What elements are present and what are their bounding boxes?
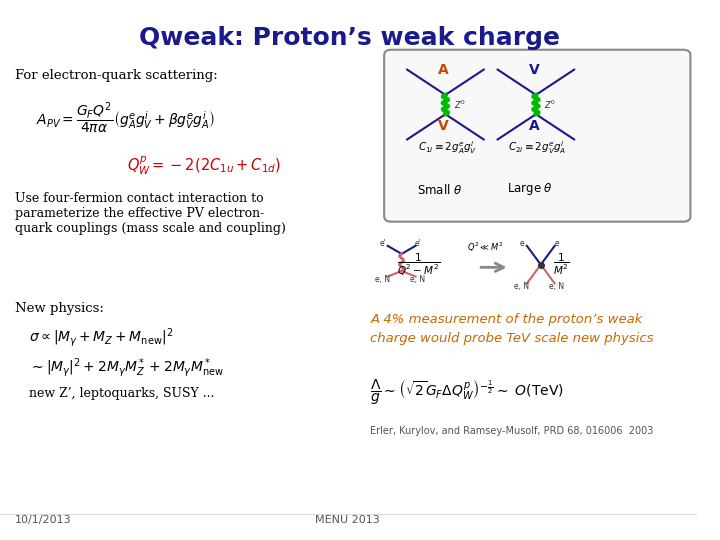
Text: For electron-quark scattering:: For electron-quark scattering: [15, 69, 218, 82]
Text: Use four-fermion contact interaction to
parameterize the effective PV electron-
: Use four-fermion contact interaction to … [15, 192, 286, 235]
Text: charge would probe TeV scale new physics: charge would probe TeV scale new physics [370, 332, 654, 345]
Text: $C_{1i} \equiv 2g_A^e g_V^i$: $C_{1i} \equiv 2g_A^e g_V^i$ [418, 139, 477, 156]
Text: e, N: e, N [549, 282, 564, 291]
Text: $Z^0$: $Z^0$ [544, 98, 556, 111]
Text: A 4% measurement of the proton’s weak: A 4% measurement of the proton’s weak [370, 313, 643, 326]
Text: $C_{2i} \equiv 2g_V^e g_A^i$: $C_{2i} \equiv 2g_V^e g_A^i$ [508, 139, 567, 156]
Text: e: e [520, 239, 524, 248]
Text: $\dfrac{\Lambda}{g} \sim \left(\sqrt{2}G_F \Delta Q_W^p\right)^{-\frac{1}{2}} \s: $\dfrac{\Lambda}{g} \sim \left(\sqrt{2}G… [370, 377, 564, 407]
Text: Qweak: Proton’s weak charge: Qweak: Proton’s weak charge [139, 25, 560, 50]
Text: $\sim |M_\gamma|^2 + 2M_\gamma M_Z^* + 2M_\gamma M_{\mathrm{new}}^*$: $\sim |M_\gamma|^2 + 2M_\gamma M_Z^* + 2… [30, 356, 224, 379]
Text: $A_{PV} = \dfrac{G_F Q^2}{4\pi\alpha}\left(g_A^e g_V^i + \beta g_V^e g_A^i\right: $A_{PV} = \dfrac{G_F Q^2}{4\pi\alpha}\le… [36, 101, 215, 136]
Text: e, N: e, N [375, 275, 390, 284]
Text: $Z^0$: $Z^0$ [454, 98, 466, 111]
Text: A: A [438, 63, 449, 77]
Text: new Z’, leptoquarks, SUSY ...: new Z’, leptoquarks, SUSY ... [30, 387, 215, 400]
Text: Erler, Kurylov, and Ramsey-Musolf, PRD 68, 016006  2003: Erler, Kurylov, and Ramsey-Musolf, PRD 6… [370, 426, 654, 436]
Text: $\dfrac{1}{M^2}$: $\dfrac{1}{M^2}$ [554, 252, 570, 277]
Text: $\dfrac{1}{Q^2 - M^2}$: $\dfrac{1}{Q^2 - M^2}$ [397, 252, 441, 278]
Text: Small $\theta$: Small $\theta$ [417, 184, 462, 198]
Text: $Q_W^p = -2(2C_{1u} + C_{1d})$: $Q_W^p = -2(2C_{1u} + C_{1d})$ [127, 154, 281, 177]
Text: MENU 2013: MENU 2013 [315, 515, 379, 525]
Text: e': e' [414, 239, 421, 248]
Text: $Q^2 \ll M^2$: $Q^2 \ll M^2$ [467, 240, 503, 254]
Text: e, N: e, N [410, 275, 425, 284]
Text: e: e [554, 239, 559, 248]
Text: V: V [528, 63, 539, 77]
Text: New physics:: New physics: [15, 302, 104, 315]
Text: V: V [438, 119, 449, 133]
Text: e, N: e, N [514, 282, 529, 291]
Text: $\sigma \propto |M_\gamma + M_Z + M_{\mathrm{new}}|^2$: $\sigma \propto |M_\gamma + M_Z + M_{\ma… [30, 326, 174, 349]
Text: Large $\theta$: Large $\theta$ [508, 181, 553, 198]
FancyBboxPatch shape [384, 50, 690, 221]
Text: A: A [528, 119, 539, 133]
Text: 10/1/2013: 10/1/2013 [15, 515, 72, 525]
Text: e': e' [379, 239, 386, 248]
